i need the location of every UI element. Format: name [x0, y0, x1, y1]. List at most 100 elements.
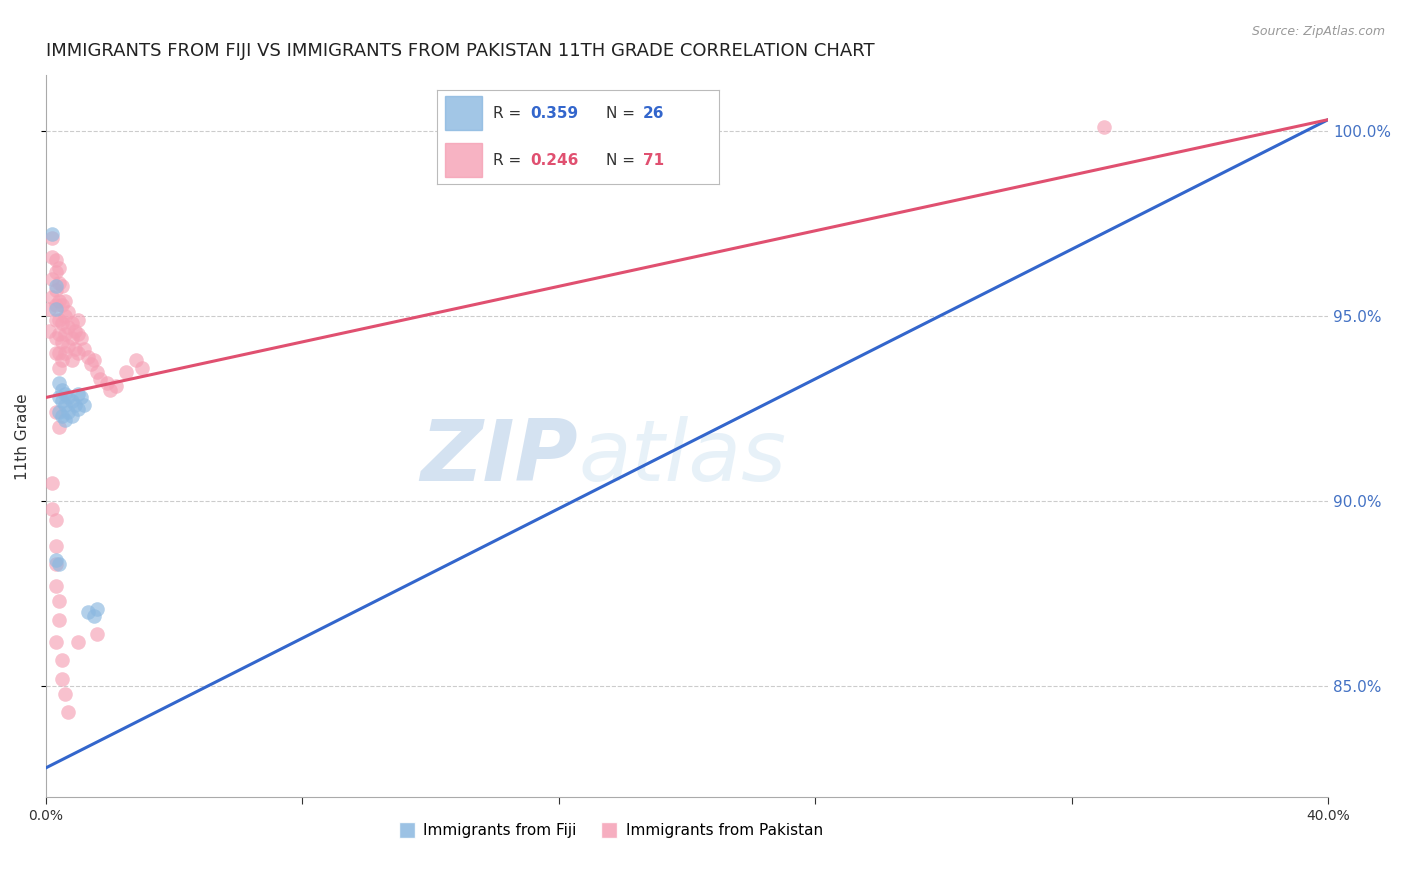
Text: Source: ZipAtlas.com: Source: ZipAtlas.com: [1251, 25, 1385, 38]
Point: [63, 324, 86, 338]
Point: [45, 553, 67, 567]
Point: [53, 294, 76, 309]
Text: IMMIGRANTS FROM FIJI VS IMMIGRANTS FROM PAKISTAN 11TH GRADE CORRELATION CHART: IMMIGRANTS FROM FIJI VS IMMIGRANTS FROM …: [46, 42, 875, 60]
Point: [70, 331, 93, 345]
Point: [48, 327, 70, 342]
Point: [45, 253, 67, 268]
Point: [60, 353, 83, 368]
Point: [53, 346, 76, 360]
Point: [48, 260, 70, 275]
Point: [53, 386, 76, 401]
Point: [45, 312, 67, 326]
Point: [63, 398, 86, 412]
Point: [45, 298, 67, 312]
Point: [76, 350, 98, 364]
Point: [83, 353, 105, 368]
Point: [45, 346, 67, 360]
Point: [89, 372, 111, 386]
Point: [70, 391, 93, 405]
Point: [51, 383, 73, 397]
Point: [53, 412, 76, 426]
Point: [45, 539, 67, 553]
Point: [66, 386, 89, 401]
Point: [41, 272, 63, 286]
Point: [45, 405, 67, 419]
Point: [53, 327, 76, 342]
Point: [53, 309, 76, 323]
Point: [86, 364, 108, 378]
Point: [45, 579, 67, 593]
Point: [51, 334, 73, 349]
Point: [66, 312, 89, 326]
Point: [41, 227, 63, 242]
Point: [45, 279, 67, 293]
Point: [51, 653, 73, 667]
Legend: Immigrants from Fiji, Immigrants from Pakistan: Immigrants from Fiji, Immigrants from Pa…: [391, 817, 830, 844]
Point: [48, 613, 70, 627]
Point: [98, 383, 121, 397]
Point: [58, 705, 80, 719]
Point: [53, 398, 76, 412]
Point: [58, 405, 80, 419]
Point: [41, 290, 63, 304]
Point: [41, 250, 63, 264]
Point: [45, 331, 67, 345]
Point: [60, 317, 83, 331]
Point: [38, 301, 60, 316]
Point: [66, 327, 89, 342]
Point: [48, 420, 70, 434]
Point: [63, 343, 86, 357]
Point: [96, 376, 118, 390]
Point: [58, 391, 80, 405]
Point: [38, 324, 60, 338]
Point: [48, 360, 70, 375]
Point: [105, 379, 128, 393]
Point: [60, 331, 83, 345]
Point: [1092, 120, 1115, 134]
Point: [125, 353, 148, 368]
Point: [48, 312, 70, 326]
Point: [58, 338, 80, 352]
Point: [51, 409, 73, 423]
Point: [48, 391, 70, 405]
Point: [58, 305, 80, 319]
Point: [48, 557, 70, 571]
Point: [41, 231, 63, 245]
Point: [41, 475, 63, 490]
Point: [66, 401, 89, 416]
Point: [48, 405, 70, 419]
Point: [86, 627, 108, 641]
Point: [51, 298, 73, 312]
Point: [51, 394, 73, 409]
Y-axis label: 11th Grade: 11th Grade: [15, 393, 30, 480]
Point: [51, 279, 73, 293]
Point: [80, 357, 103, 371]
Point: [73, 343, 96, 357]
Point: [48, 594, 70, 608]
Point: [45, 513, 67, 527]
Point: [48, 276, 70, 290]
Point: [51, 353, 73, 368]
Point: [115, 364, 138, 378]
Point: [48, 346, 70, 360]
Point: [41, 501, 63, 516]
Point: [48, 294, 70, 309]
Point: [73, 398, 96, 412]
Point: [76, 605, 98, 619]
Point: [83, 609, 105, 624]
Text: ZIP: ZIP: [420, 417, 578, 500]
Point: [45, 264, 67, 278]
Point: [53, 687, 76, 701]
Point: [45, 283, 67, 297]
Point: [45, 635, 67, 649]
Point: [45, 301, 67, 316]
Point: [60, 394, 83, 409]
Point: [58, 320, 80, 334]
Point: [51, 672, 73, 686]
Point: [66, 346, 89, 360]
Point: [48, 376, 70, 390]
Text: atlas: atlas: [578, 417, 786, 500]
Point: [45, 557, 67, 571]
Point: [86, 601, 108, 615]
Point: [60, 409, 83, 423]
